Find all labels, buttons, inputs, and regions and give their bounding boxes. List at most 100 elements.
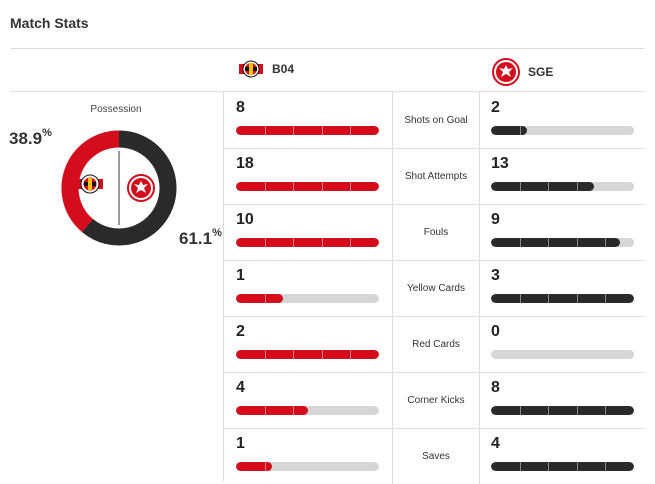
home-stat-value: 8 <box>236 99 245 116</box>
bar-segment-divider <box>293 406 295 415</box>
away-stat-bar-fill <box>491 406 634 415</box>
away-possession-number: 61.1 <box>179 229 213 248</box>
away-team-abbr: SGE <box>528 65 554 79</box>
bar-segment-divider <box>576 462 578 471</box>
home-stat-bar-fill <box>236 238 379 247</box>
leverkusen-crest-icon <box>239 60 263 78</box>
home-stat-value: 2 <box>236 323 245 340</box>
home-possession-arc <box>61 130 120 233</box>
bar-segment-divider <box>519 294 521 303</box>
bar-segment-divider <box>264 182 266 191</box>
stat-row-shot-attempts: 18 Shot Attempts 13 <box>224 148 645 205</box>
away-possession-arc <box>82 130 177 246</box>
stat-row-yellow-cards: 1 Yellow Cards 3 <box>224 260 645 317</box>
away-stat-value: 4 <box>491 435 500 452</box>
home-stat-value: 18 <box>236 155 254 172</box>
bar-segment-divider <box>519 238 521 247</box>
home-stat-bar-fill <box>236 126 379 135</box>
bar-segment-divider <box>519 406 521 415</box>
home-possession-number: 38.9 <box>9 129 43 148</box>
home-stat-bar <box>236 350 379 359</box>
eintracht-eagle-icon <box>492 58 520 86</box>
bar-segment-divider <box>264 350 266 359</box>
home-possession-value: 38.9% <box>9 127 52 149</box>
bar-segment-divider <box>605 406 607 415</box>
home-team-abbr: B04 <box>272 62 295 76</box>
percent-unit: % <box>212 227 222 239</box>
bar-segment-divider <box>321 182 323 191</box>
away-stat-bar-fill <box>491 462 634 471</box>
bar-segment-divider <box>293 126 295 135</box>
bar-segment-divider <box>321 350 323 359</box>
home-stat-value: 1 <box>236 435 245 452</box>
bar-segment-divider <box>350 126 352 135</box>
stat-label: Fouls <box>392 204 480 260</box>
bar-segment-divider <box>519 462 521 471</box>
bar-segment-divider <box>576 406 578 415</box>
bar-segment-divider <box>350 350 352 359</box>
possession-label: Possession <box>90 104 142 115</box>
bar-segment-divider <box>293 182 295 191</box>
stat-label: Shot Attempts <box>392 148 480 204</box>
home-stat-value: 1 <box>236 267 245 284</box>
bar-segment-divider <box>576 238 578 247</box>
away-stat-bar <box>491 406 634 415</box>
away-stat-value: 9 <box>491 211 500 228</box>
percent-unit: % <box>42 127 52 139</box>
stat-row-red-cards: 2 Red Cards 0 <box>224 316 645 373</box>
away-stat-bar <box>491 238 634 247</box>
bar-segment-divider <box>264 462 266 471</box>
leverkusen-crest-icon <box>77 174 103 194</box>
bar-segment-divider <box>605 462 607 471</box>
home-stat-bar <box>236 294 379 303</box>
divider <box>223 92 224 481</box>
away-stat-bar-fill <box>491 294 634 303</box>
bar-segment-divider <box>605 294 607 303</box>
away-stat-bar <box>491 462 634 471</box>
stat-row-corner-kicks: 4 Corner Kicks 8 <box>224 372 645 429</box>
bar-segment-divider <box>548 238 550 247</box>
page-title: Match Stats <box>10 15 89 31</box>
away-team-header: SGE <box>492 58 553 86</box>
bar-segment-divider <box>321 126 323 135</box>
home-stat-bar <box>236 126 379 135</box>
stat-label: Red Cards <box>392 316 480 372</box>
home-stat-bar <box>236 238 379 247</box>
divider <box>10 48 645 49</box>
bar-segment-divider <box>350 182 352 191</box>
bar-segment-divider <box>350 238 352 247</box>
home-stat-bar <box>236 182 379 191</box>
away-stat-bar-fill <box>491 182 594 191</box>
home-stat-bar-fill <box>236 182 379 191</box>
home-stat-bar-fill <box>236 406 308 415</box>
away-stat-bar <box>491 350 634 359</box>
away-stat-bar <box>491 126 634 135</box>
home-stat-bar <box>236 406 379 415</box>
possession-donut-chart <box>61 130 177 246</box>
bar-segment-divider <box>264 238 266 247</box>
bar-segment-divider <box>548 462 550 471</box>
bar-segment-divider <box>293 238 295 247</box>
bar-segment-divider <box>576 294 578 303</box>
away-stat-value: 0 <box>491 323 500 340</box>
stat-row-shots-on-goal: 8 Shots on Goal 2 <box>224 92 645 149</box>
home-stat-value: 10 <box>236 211 254 228</box>
bar-segment-divider <box>519 126 521 135</box>
away-stat-bar-fill <box>491 126 527 135</box>
bar-segment-divider <box>576 182 578 191</box>
bar-segment-divider <box>548 182 550 191</box>
stat-row-saves: 1 Saves 4 <box>224 428 645 484</box>
bar-segment-divider <box>548 406 550 415</box>
away-stat-value: 8 <box>491 379 500 396</box>
bar-segment-divider <box>264 126 266 135</box>
eintracht-eagle-icon <box>127 174 155 202</box>
home-team-header: B04 <box>238 58 294 80</box>
away-stat-bar <box>491 182 634 191</box>
stat-label: Corner Kicks <box>392 372 480 428</box>
stat-label: Yellow Cards <box>392 260 480 316</box>
bar-segment-divider <box>264 294 266 303</box>
home-stat-value: 4 <box>236 379 245 396</box>
bar-segment-divider <box>605 238 607 247</box>
bar-segment-divider <box>548 294 550 303</box>
away-stat-bar <box>491 294 634 303</box>
